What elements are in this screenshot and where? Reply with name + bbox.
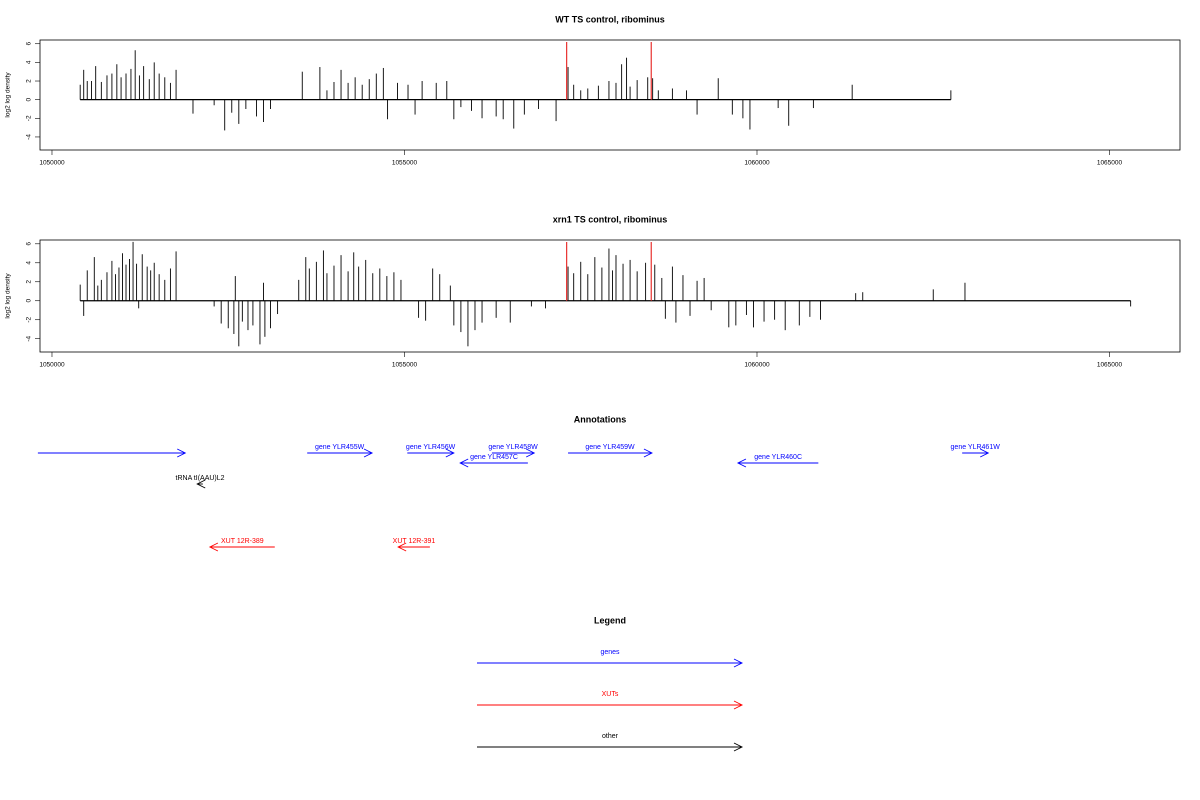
feature-label: gene YLR456W xyxy=(406,444,456,451)
feature-label: gene YLR458W xyxy=(488,444,538,451)
x-tick-label: 1050000 xyxy=(39,160,65,167)
plot-frame xyxy=(39,239,1181,353)
chart-title: xrn1 TS control, ribominus xyxy=(553,214,668,224)
y-tick-label: -2 xyxy=(26,115,33,121)
feature-label: gene YLR460C xyxy=(754,454,802,461)
feature-label: tRNA tI(AAU)L2 xyxy=(176,475,225,482)
feature-arrow-head xyxy=(363,448,374,458)
feature-arrow-head xyxy=(208,542,219,552)
feature-arrow-head xyxy=(196,479,206,489)
x-tick-label: 1060000 xyxy=(744,160,770,167)
feature-label: XUT 12R-389 xyxy=(221,538,264,545)
feature-arrow-head xyxy=(445,448,455,458)
legend-arrow-head xyxy=(733,658,744,668)
y-tick-label: 2 xyxy=(26,79,33,83)
x-tick-label: 1050000 xyxy=(39,362,65,369)
legend-label: other xyxy=(602,733,619,740)
feature-label: XUT 12R-391 xyxy=(393,538,436,545)
feature-arrow-head xyxy=(736,458,747,468)
legend-title: Legend xyxy=(594,615,626,625)
x-tick-label: 1055000 xyxy=(392,160,418,167)
feature-arrow-head xyxy=(177,448,187,458)
legend-arrow-head xyxy=(733,742,744,752)
y-tick-label: 6 xyxy=(26,42,33,46)
y-tick-label: -4 xyxy=(26,134,33,140)
y-axis-label: log2 log density xyxy=(5,273,12,319)
y-tick-label: 4 xyxy=(26,60,33,64)
y-tick-label: 2 xyxy=(26,280,33,284)
x-tick-label: 1055000 xyxy=(392,362,418,369)
x-tick-label: 1065000 xyxy=(1097,362,1123,369)
feature-arrow-head xyxy=(643,448,653,458)
feature-label: gene YLR459W xyxy=(585,444,635,451)
legend-label: genes xyxy=(600,649,620,656)
chart-title: WT TS control, ribominus xyxy=(555,14,665,24)
y-tick-label: -2 xyxy=(26,316,33,322)
annotations-title: Annotations xyxy=(574,414,627,424)
feature-label: gene YLR457C xyxy=(470,454,518,461)
plot-frame xyxy=(39,39,1181,151)
y-tick-label: -4 xyxy=(26,335,33,341)
feature-arrow-head xyxy=(459,458,469,468)
x-tick-label: 1065000 xyxy=(1097,160,1123,167)
legend-label: XUTs xyxy=(602,691,619,698)
y-tick-label: 4 xyxy=(26,261,33,265)
legend-arrow-head xyxy=(733,700,744,710)
feature-arrow-head xyxy=(980,448,990,458)
feature-arrow-head xyxy=(397,542,407,552)
x-tick-label: 1060000 xyxy=(744,362,770,369)
feature-arrow-head xyxy=(526,448,536,458)
feature-label: gene YLR461W xyxy=(951,444,1001,451)
y-axis-label: log2 log density xyxy=(5,72,12,118)
y-tick-label: 6 xyxy=(26,242,33,246)
y-tick-label: 0 xyxy=(26,97,33,101)
feature-label: gene YLR455W xyxy=(315,444,365,451)
y-tick-label: 0 xyxy=(26,299,33,303)
